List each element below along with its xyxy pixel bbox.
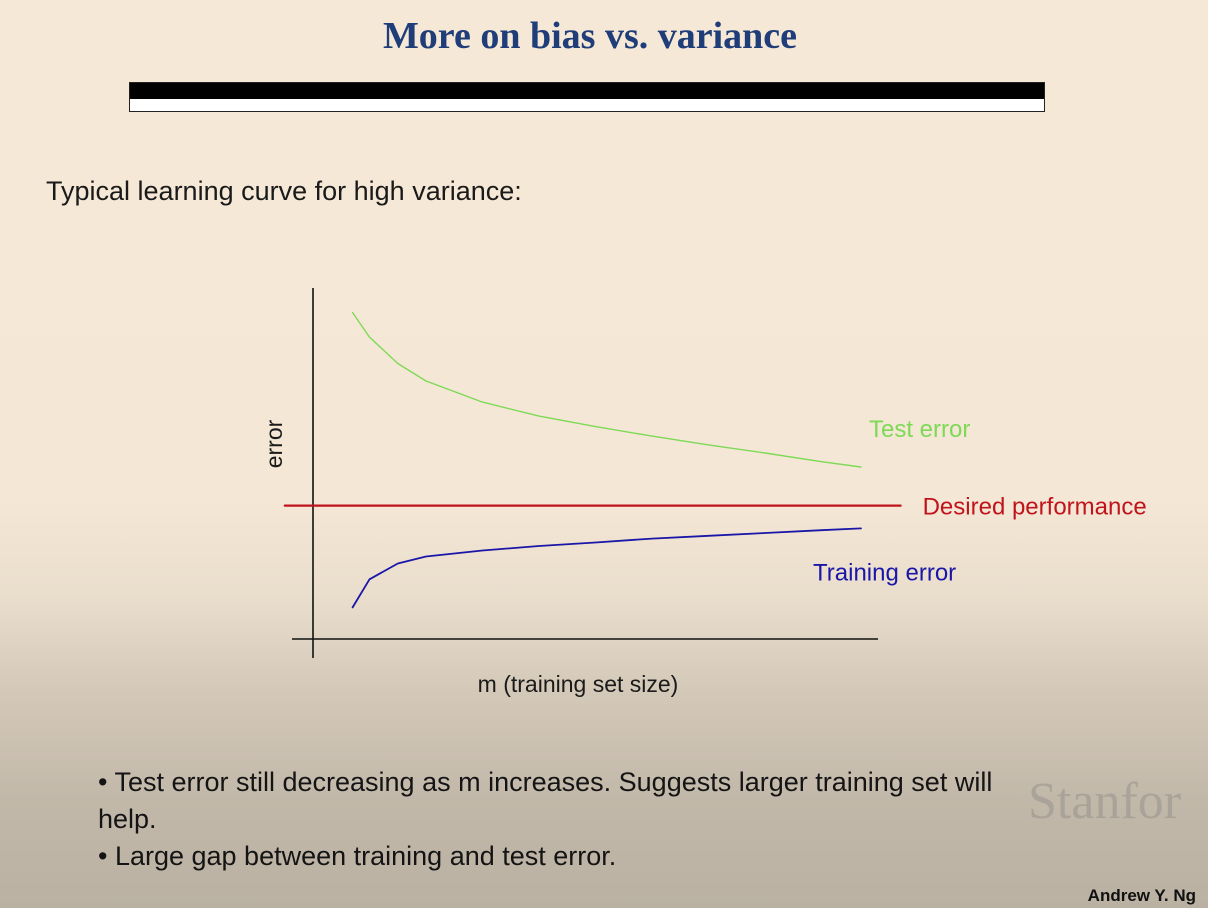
y-axis-label: error	[261, 419, 287, 468]
bullet-list: • Test error still decreasing as m incre…	[98, 764, 1038, 875]
bullet-item-test-error: • Test error still decreasing as m incre…	[98, 767, 993, 834]
series-label-layer: Test error Desired performance Training er…	[813, 416, 1147, 586]
bullet-item-gap: • Large gap between training and test er…	[98, 841, 617, 871]
title-divider-fill	[130, 83, 1044, 99]
learning-curve-chart: error m (training set size) Test error De…	[261, 288, 1147, 697]
desired-performance-label: Desired performance	[923, 494, 1147, 521]
training-error-line	[351, 527, 862, 609]
test-error-label: Test error	[869, 416, 970, 443]
series-layer	[283, 311, 902, 609]
x-axis-label: m (training set size)	[478, 671, 679, 697]
author-credit: Andrew Y. Ng	[1087, 886, 1196, 905]
stanford-watermark: Stanfor	[1028, 773, 1182, 830]
slide-subtitle: Typical learning curve for high variance…	[46, 176, 522, 206]
training-error-label: Training error	[813, 559, 956, 586]
slide-title: More on bias vs. variance	[382, 15, 798, 57]
test-error-line	[351, 311, 862, 468]
title-divider-bar	[129, 82, 1045, 112]
